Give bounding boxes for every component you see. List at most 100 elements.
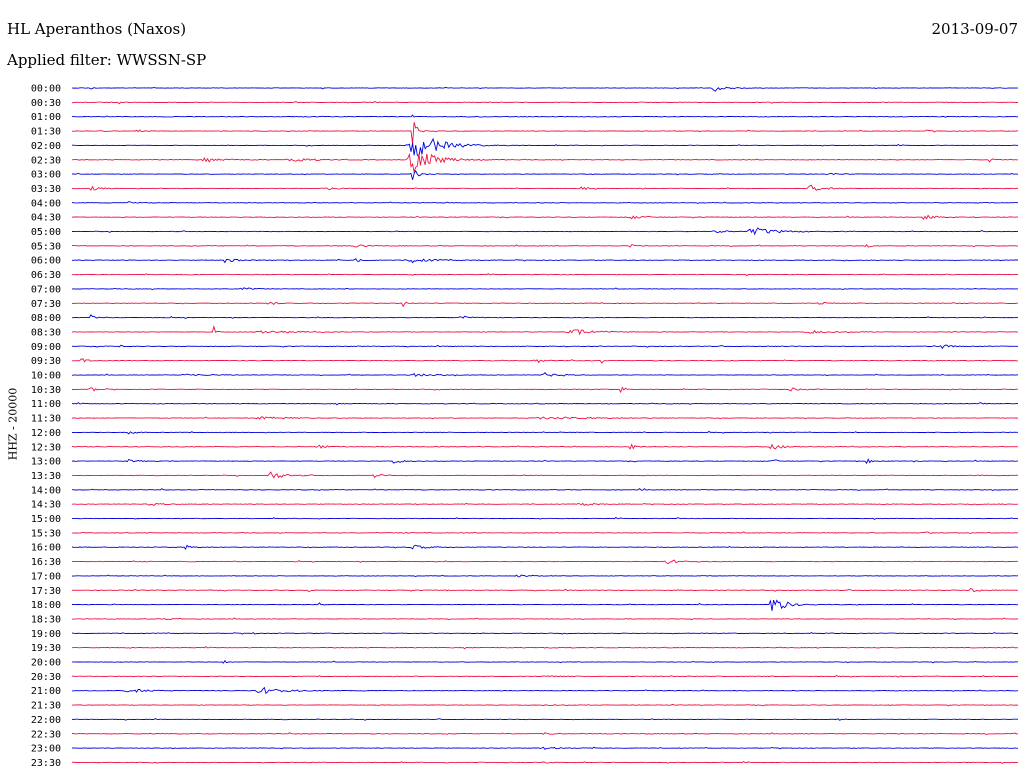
trace-time-label: 23:00 (31, 744, 61, 755)
trace-time-label: 14:30 (31, 500, 61, 511)
trace-time-label: 20:00 (31, 658, 61, 669)
trace-time-label: 08:00 (31, 313, 61, 324)
seismic-trace-1400 (71, 488, 1019, 492)
seismic-trace-2100 (71, 686, 1019, 694)
seismic-trace-1700 (71, 574, 1019, 578)
trace-time-label: 14:00 (31, 485, 61, 496)
trace-time-label: 13:30 (31, 471, 61, 482)
trace-time-label: 05:00 (31, 227, 61, 238)
trace-time-label: 18:00 (31, 600, 61, 611)
seismic-trace-2330 (71, 760, 1019, 765)
trace-time-label: 17:00 (31, 571, 61, 582)
trace-time-label: 13:00 (31, 457, 61, 468)
trace-time-label: 06:30 (31, 270, 61, 281)
seismic-trace-1130 (72, 416, 1019, 420)
seismic-trace-0330 (71, 184, 1019, 191)
trace-time-label: 21:00 (31, 686, 61, 697)
seismic-trace-0700 (71, 287, 1019, 291)
seismic-trace-1930 (71, 646, 1019, 650)
filter-label: Applied filter: WWSSN-SP (7, 51, 207, 69)
trace-time-label: 22:30 (31, 729, 61, 740)
seismic-trace-2000 (71, 659, 1019, 664)
seismic-trace-1100 (71, 401, 1019, 406)
trace-time-label: 11:00 (31, 399, 61, 410)
seismic-trace-0930 (72, 358, 1019, 364)
seismic-trace-1730 (71, 587, 1019, 593)
seismic-trace-1500 (71, 516, 1019, 521)
seismic-trace-2230 (72, 732, 1019, 735)
seismic-trace-1200 (71, 430, 1018, 435)
seismic-trace-1530 (71, 531, 1019, 534)
trace-time-label: 08:30 (31, 327, 61, 338)
trace-time-label: 18:30 (31, 614, 61, 625)
seismic-trace-0100 (72, 114, 1019, 118)
trace-time-label: 15:30 (31, 528, 61, 539)
trace-time-label: 17:30 (31, 586, 61, 597)
seismic-trace-1330 (71, 471, 1019, 479)
trace-time-label: 21:30 (31, 701, 61, 712)
seismic-trace-0900 (71, 344, 1018, 350)
seismic-trace-0400 (71, 201, 1019, 204)
trace-time-label: 16:30 (31, 557, 61, 568)
trace-time-label: 09:30 (31, 356, 61, 367)
trace-time-label: 02:00 (31, 141, 61, 152)
trace-time-label: 23:30 (31, 758, 61, 769)
trace-time-label: 03:00 (31, 170, 61, 181)
trace-time-label: 00:00 (31, 84, 61, 95)
seismic-trace-1230 (71, 443, 1019, 450)
trace-time-label: 19:30 (31, 643, 61, 654)
seismic-trace-0630 (72, 273, 1019, 277)
trace-time-label: 19:00 (31, 629, 61, 640)
trace-time-label: 20:30 (31, 672, 61, 683)
seismic-trace-0130 (72, 122, 1019, 144)
trace-time-label: 22:00 (31, 715, 61, 726)
trace-time-label: 01:30 (31, 127, 61, 138)
date-label: 2013-09-07 (931, 20, 1018, 38)
trace-time-label: 00:30 (31, 98, 61, 109)
seismic-trace-2300 (71, 746, 1019, 750)
seismic-trace-0230 (71, 152, 1019, 174)
trace-time-label: 02:30 (31, 155, 61, 166)
trace-time-label: 03:30 (31, 184, 61, 195)
trace-time-label: 16:00 (31, 543, 61, 554)
seismic-trace-0000 (71, 86, 1019, 92)
trace-time-label: 07:00 (31, 284, 61, 295)
seismic-trace-1430 (71, 502, 1019, 507)
seismic-trace-0500 (72, 227, 1019, 236)
trace-time-label: 09:00 (31, 342, 61, 353)
seismic-trace-1030 (72, 386, 1019, 394)
trace-time-label: 04:00 (31, 198, 61, 209)
seismic-trace-1600 (71, 544, 1019, 550)
seismic-trace-0300 (72, 169, 1019, 180)
seismic-trace-2200 (71, 717, 1019, 721)
seismic-trace-2130 (71, 703, 1019, 707)
seismic-trace-1300 (71, 458, 1019, 465)
trace-time-label: 10:00 (31, 371, 61, 382)
trace-time-label: 10:30 (31, 385, 61, 396)
trace-time-label: 07:30 (31, 299, 61, 310)
trace-time-label: 12:00 (31, 428, 61, 439)
seismic-trace-0530 (72, 243, 1019, 248)
seismic-trace-1830 (72, 617, 1019, 621)
seismic-trace-0430 (71, 214, 1019, 221)
trace-time-label: 15:00 (31, 514, 61, 525)
seismic-trace-1800 (71, 599, 1019, 611)
seismic-trace-1900 (71, 631, 1019, 635)
trace-time-label: 04:30 (31, 213, 61, 224)
trace-time-label: 05:30 (31, 241, 61, 252)
seismic-trace-0730 (71, 301, 1018, 308)
seismic-trace-2030 (71, 674, 1019, 678)
seismic-trace-1000 (72, 372, 1019, 378)
station-title: HL Aperanthos (Naxos) (7, 20, 187, 38)
seismic-trace-0200 (72, 137, 1019, 158)
trace-time-label: 01:00 (31, 112, 61, 123)
seismic-trace-1630 (71, 559, 1019, 565)
trace-time-label: 11:30 (31, 414, 61, 425)
seismic-trace-0800 (72, 314, 1019, 319)
seismic-trace-0600 (71, 258, 1018, 264)
seismic-trace-0030 (71, 100, 1019, 105)
trace-time-label: 12:30 (31, 442, 61, 453)
trace-time-label: 06:00 (31, 256, 61, 267)
seismic-trace-0830 (71, 324, 1019, 336)
